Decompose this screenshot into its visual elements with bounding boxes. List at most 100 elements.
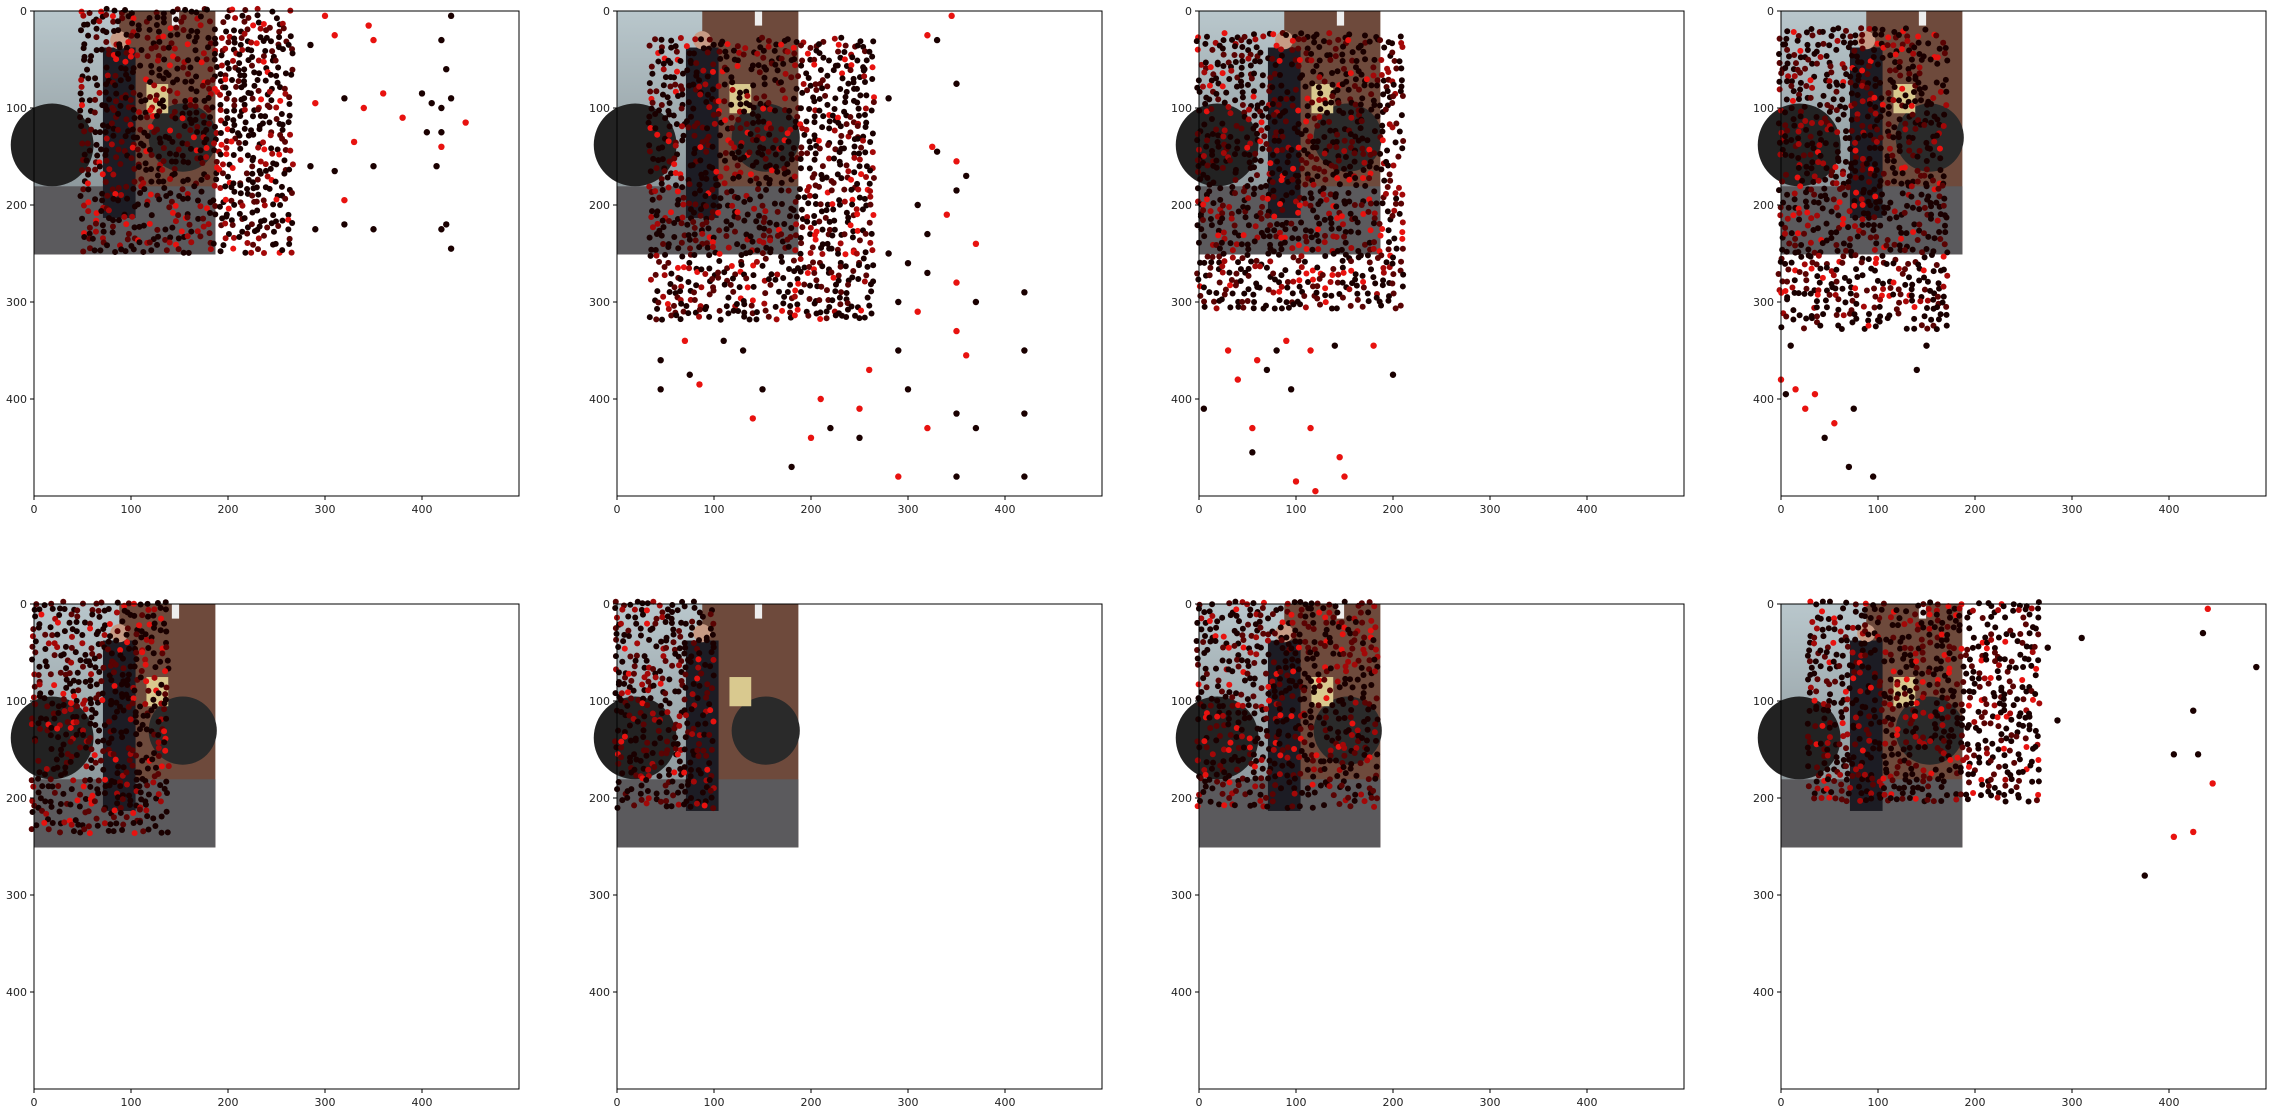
scatter-point bbox=[804, 218, 811, 225]
scatter-point bbox=[1245, 272, 1252, 279]
scatter-point bbox=[674, 741, 681, 748]
scatter-point bbox=[618, 738, 625, 745]
scatter-point bbox=[1352, 101, 1359, 108]
scatter-point bbox=[1792, 60, 1799, 67]
scatter-point bbox=[288, 71, 295, 78]
scatter-point bbox=[1321, 168, 1328, 175]
scatter-point bbox=[662, 657, 669, 664]
scatter-point bbox=[734, 209, 741, 216]
scatter-point bbox=[631, 751, 638, 758]
scatter-point bbox=[133, 731, 140, 738]
scatter-point bbox=[1794, 174, 1801, 181]
scatter-point bbox=[806, 165, 813, 172]
scatter-point bbox=[1390, 290, 1397, 297]
scatter-point bbox=[97, 129, 104, 136]
scatter-point bbox=[1804, 142, 1811, 149]
scatter-point bbox=[1878, 95, 1885, 102]
scatter-point bbox=[722, 48, 729, 55]
scatter-point bbox=[175, 146, 182, 153]
scatter-point bbox=[1908, 286, 1915, 293]
scatter-point bbox=[613, 636, 620, 643]
scatter-point bbox=[618, 744, 625, 751]
scatter-point bbox=[713, 168, 720, 175]
scatter-point bbox=[749, 238, 756, 245]
axes-frame bbox=[616, 603, 1103, 1090]
scatter-point bbox=[115, 27, 122, 34]
scatter-point bbox=[1830, 196, 1837, 203]
scatter-point bbox=[219, 161, 226, 168]
scatter-point bbox=[1853, 292, 1860, 299]
scatter-point bbox=[185, 249, 192, 256]
scatter-point bbox=[112, 72, 119, 79]
scatter-point bbox=[817, 309, 824, 316]
scatter-point bbox=[659, 217, 666, 224]
scatter-point bbox=[96, 89, 103, 96]
scatter-point bbox=[112, 191, 119, 198]
scatter-point bbox=[1880, 285, 1887, 292]
scatter-point bbox=[750, 82, 757, 89]
scatter-point bbox=[674, 201, 681, 208]
scatter-point bbox=[148, 247, 155, 254]
scatter-outlier bbox=[418, 90, 426, 97]
scatter-point bbox=[236, 132, 243, 139]
scatter-point bbox=[29, 633, 36, 640]
scatter-point bbox=[849, 196, 856, 203]
scatter-point bbox=[666, 99, 673, 106]
scatter-point bbox=[1203, 684, 1210, 691]
scatter-point bbox=[1371, 150, 1378, 157]
scatter-point bbox=[1270, 289, 1277, 296]
scatter-point bbox=[674, 68, 681, 75]
scatter-point bbox=[798, 42, 805, 49]
scatter-point bbox=[1776, 59, 1783, 66]
scatter-point bbox=[1200, 201, 1207, 208]
scatter-point bbox=[1854, 273, 1861, 280]
scatter-point bbox=[693, 60, 700, 67]
scatter-point bbox=[837, 240, 844, 247]
scatter-point bbox=[32, 613, 39, 620]
scatter-point bbox=[244, 26, 251, 33]
scatter-point bbox=[1283, 219, 1290, 226]
scatter-point bbox=[1202, 783, 1209, 790]
scatter-point bbox=[104, 646, 111, 653]
scatter-point bbox=[123, 728, 130, 735]
scatter-point bbox=[690, 209, 697, 216]
scatter-point bbox=[1889, 79, 1896, 86]
scatter-point bbox=[1814, 212, 1821, 219]
scatter-point bbox=[1872, 83, 1879, 90]
scatter-point bbox=[217, 101, 224, 108]
scatter-point bbox=[1201, 609, 1208, 616]
scatter-point bbox=[1340, 65, 1347, 72]
scatter-outlier bbox=[924, 269, 931, 277]
scatter-point bbox=[853, 250, 860, 257]
scatter-point bbox=[1333, 138, 1340, 145]
scatter-point bbox=[1289, 47, 1296, 54]
scatter-point bbox=[104, 72, 111, 79]
scatter-point bbox=[1360, 175, 1367, 182]
scatter-point bbox=[1296, 283, 1303, 290]
scatter-point bbox=[1822, 140, 1829, 147]
scatter-point bbox=[142, 109, 149, 116]
scatter-point bbox=[685, 124, 692, 131]
scatter-point bbox=[1803, 285, 1810, 292]
scatter-point bbox=[756, 224, 763, 231]
scatter-point bbox=[99, 697, 106, 704]
scatter-point bbox=[646, 636, 653, 643]
scatter-point bbox=[1901, 247, 1908, 254]
scatter-point bbox=[1206, 272, 1213, 279]
scatter-point bbox=[624, 689, 631, 696]
scatter-point bbox=[96, 163, 103, 170]
scatter-point bbox=[134, 134, 141, 141]
scatter-point bbox=[1235, 652, 1242, 659]
scatter-point bbox=[285, 226, 292, 233]
scatter-point bbox=[85, 808, 92, 815]
scatter-point bbox=[1842, 104, 1849, 111]
scatter-point bbox=[1395, 153, 1402, 160]
scatter-point bbox=[1864, 113, 1871, 120]
scatter-point bbox=[767, 125, 774, 132]
scatter-point bbox=[60, 598, 67, 605]
scatter-point bbox=[223, 108, 230, 115]
scatter-point bbox=[1389, 49, 1396, 56]
scatter-point bbox=[650, 666, 657, 673]
scatter-point bbox=[681, 769, 688, 776]
scatter-point bbox=[868, 310, 875, 317]
